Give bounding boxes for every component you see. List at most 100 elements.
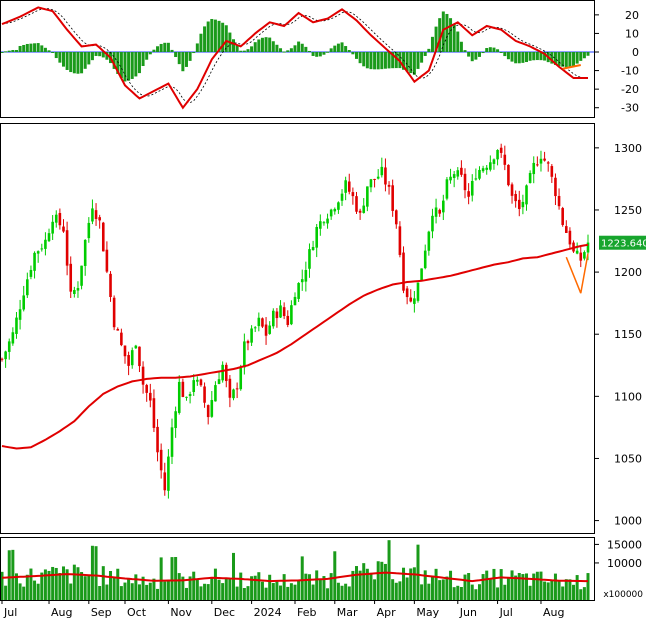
price-candle-body [40, 248, 44, 250]
price-candle-body [496, 149, 499, 160]
price-candle-body [264, 324, 268, 336]
volume-bar [354, 566, 358, 600]
volume-bar [293, 584, 297, 600]
macd-histogram-bar [101, 52, 105, 58]
macd-histogram-bar [336, 43, 340, 52]
volume-bar [221, 583, 225, 600]
x-tick-label: Feb [297, 606, 316, 619]
macd-histogram-bar [148, 52, 152, 55]
macd-histogram-bar [561, 52, 565, 67]
volume-bar [459, 587, 463, 600]
price-candle-body [463, 173, 467, 191]
price-tick-label: 1300 [614, 142, 642, 155]
macd-histogram-bar [51, 52, 55, 53]
volume-bar [239, 572, 243, 600]
price-candle-body [7, 341, 11, 352]
volume-bar [470, 584, 474, 600]
macd-histogram-bar [470, 52, 474, 62]
volume-bar [127, 577, 131, 600]
macd-histogram-bar [572, 52, 576, 67]
macd-histogram-bar [568, 52, 572, 67]
volume-bar [496, 587, 500, 600]
macd-histogram-bar [445, 13, 449, 53]
macd-histogram-bar [300, 43, 304, 52]
price-candle-body [130, 350, 134, 366]
volume-bar [456, 585, 460, 600]
price-candle-body [528, 172, 532, 183]
macd-histogram-bar [40, 45, 44, 52]
price-candle-body [101, 222, 105, 252]
volume-bar [268, 574, 272, 600]
macd-histogram-bar [543, 52, 547, 61]
price-candle-body [394, 210, 398, 225]
macd-histogram-bar [525, 52, 529, 63]
price-candle-body [73, 290, 76, 295]
price-candle-body [366, 186, 369, 207]
price-candle-body [434, 207, 438, 217]
price-candle-body [36, 251, 40, 254]
macd-histogram-bar [582, 52, 586, 59]
volume-bar [184, 587, 188, 600]
price-candle-body [344, 180, 347, 193]
volume-bar [344, 583, 348, 600]
volume-bar [105, 584, 109, 600]
price-candle-body [521, 201, 525, 208]
macd-histogram-bar [539, 52, 543, 61]
price-candle-body [116, 329, 120, 331]
macd-histogram-bar [304, 46, 308, 52]
price-candle-body [138, 346, 141, 367]
volume-bar [203, 583, 207, 600]
macd-histogram-bar [137, 52, 141, 74]
macd-panel: 20 10 0 -10 -20 -30 [0, 6, 639, 115]
price-candle-body [18, 309, 22, 320]
macd-histogram-bar [282, 51, 286, 53]
macd-histogram-bar [65, 52, 69, 70]
macd-histogram-bar [481, 52, 485, 54]
volume-bar [391, 579, 395, 600]
macd-histogram-bar [329, 48, 333, 52]
volume-bar [87, 575, 91, 600]
macd-histogram-bar [87, 52, 91, 65]
macd-histogram-bar [152, 49, 156, 52]
macd-histogram-bar [488, 47, 492, 52]
macd-histogram-bar [105, 52, 109, 60]
macd-histogram-bar [257, 39, 261, 52]
volume-bar [141, 576, 145, 600]
price-candle-body [65, 230, 69, 266]
volume-bar [430, 575, 434, 600]
macd-tick-label: 20 [625, 9, 639, 22]
price-candle-body [210, 399, 214, 417]
last-value-label: 1223.640 [601, 239, 647, 250]
volume-bar [333, 551, 337, 600]
macd-histogram-bar [416, 52, 420, 69]
volume-bar [315, 570, 319, 600]
price-candle-body [156, 426, 159, 453]
price-candle-body [536, 164, 539, 166]
macd-histogram-bar [83, 52, 87, 69]
price-candle-body [409, 297, 413, 302]
price-candle-body [293, 296, 297, 306]
macd-histogram-bar [268, 37, 272, 52]
macd-histogram-bar [420, 52, 424, 63]
macd-histogram-bar [456, 31, 460, 52]
price-candle-body [517, 199, 521, 210]
x-tick-label: Dec [214, 606, 235, 619]
price-candle-body [141, 366, 145, 385]
volume-bar [228, 578, 232, 600]
price-candle-body [54, 214, 58, 223]
last-value-badge [599, 235, 646, 250]
macd-histogram-bar [0, 52, 4, 53]
macd-histogram-bar [394, 52, 398, 69]
price-candle-body [109, 273, 112, 298]
price-candle-body [279, 305, 282, 318]
macd-histogram-bar [7, 50, 11, 52]
macd-histogram-bar [195, 43, 199, 52]
macd-histogram-bar [412, 52, 416, 75]
volume-bar [423, 570, 427, 600]
volume-bar [510, 570, 514, 600]
macd-tick-label: -10 [621, 65, 639, 78]
volume-bar [318, 579, 322, 600]
price-candle-body [181, 381, 185, 397]
price-candle-body [76, 288, 80, 291]
volume-bar [506, 577, 510, 600]
